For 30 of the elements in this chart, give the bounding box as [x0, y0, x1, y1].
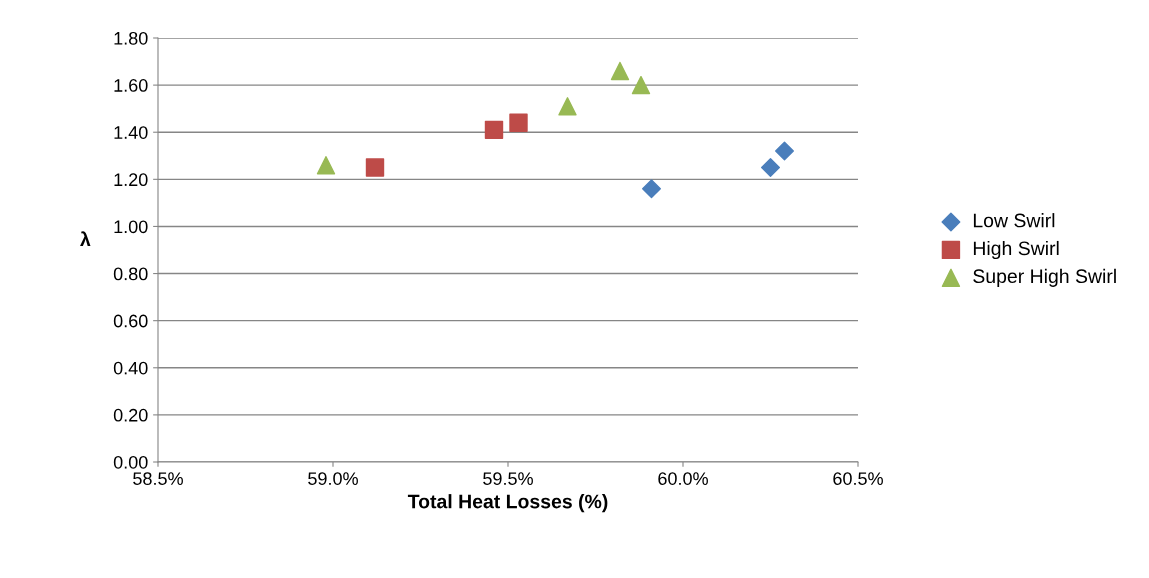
y-tick-label: 1.20 [114, 173, 148, 187]
x-tick-label: 58.5% [133, 472, 183, 485]
y-axis-title: λ [80, 231, 91, 246]
point [610, 61, 630, 81]
point [365, 158, 385, 177]
legend-label: High Swirl [973, 240, 1059, 260]
point [558, 97, 577, 116]
y-tick-label: 0.80 [113, 267, 148, 281]
x-axis-title: Total Heat Losses (%) [407, 494, 608, 513]
y-tick-label: 0.20 [113, 408, 148, 422]
x-tick-label: 60.0% [658, 472, 708, 485]
y-tick-label: 0.60 [113, 314, 148, 328]
x-tick-label: 60.5% [833, 472, 883, 485]
x-tick-label: 59.5% [483, 472, 533, 485]
legend-label: Super High Swirl [973, 268, 1116, 287]
x-tick-label: 59.0% [308, 472, 358, 485]
point [316, 155, 336, 175]
point [631, 75, 651, 95]
point [484, 120, 504, 140]
point [642, 179, 661, 199]
point [775, 141, 794, 161]
point [761, 158, 780, 178]
point [509, 113, 528, 133]
y-tick-label: 1.60 [114, 79, 148, 92]
y-tick-label: 1.00 [114, 220, 148, 234]
legend-label: Low Swirl [973, 213, 1055, 228]
y-tick-label: 0.40 [113, 361, 148, 375]
y-tick-label: 0.00 [113, 455, 148, 469]
y-tick-label: 1.40 [114, 126, 148, 139]
y-tick-label: 1.80 [114, 31, 148, 45]
